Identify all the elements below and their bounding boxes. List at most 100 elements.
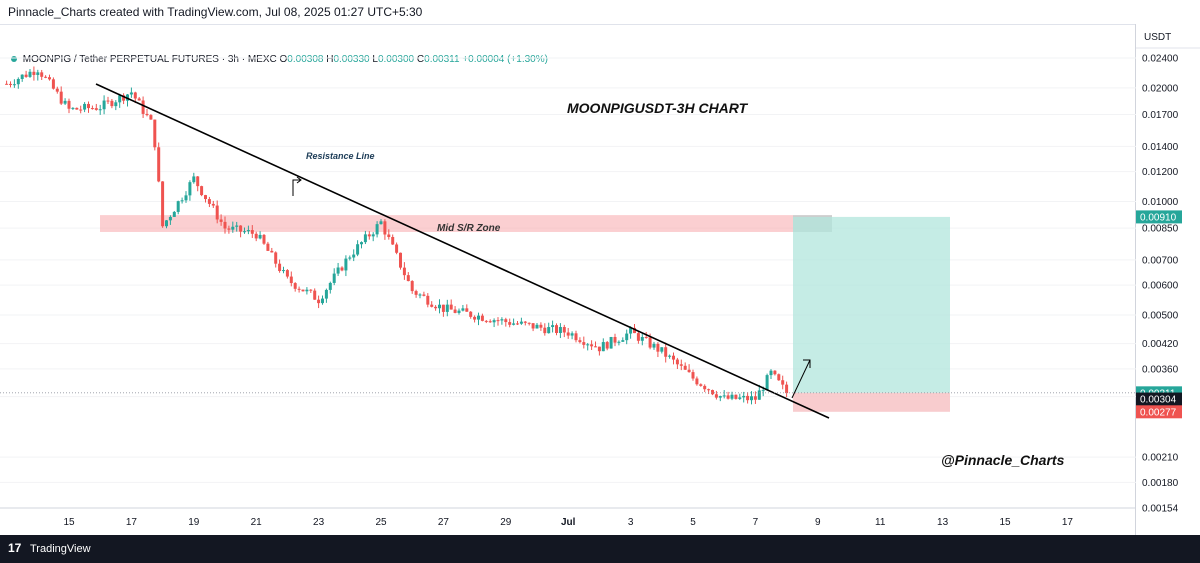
open-label: O <box>279 54 288 65</box>
candle-body <box>223 221 227 229</box>
candle-body <box>145 113 149 116</box>
y-tick-label: 0.00850 <box>1142 224 1179 235</box>
candle-body <box>165 220 168 227</box>
watermark-handle: @Pinnacle_Charts <box>941 452 1065 468</box>
candle-body <box>512 323 516 325</box>
candle-body <box>566 332 570 336</box>
candle-body <box>664 347 668 357</box>
x-tick-label: 17 <box>126 517 138 528</box>
candle-body <box>118 95 122 103</box>
candle-body <box>285 270 289 277</box>
candle-body <box>422 294 426 296</box>
candle-body <box>402 267 406 276</box>
x-tick-label: 3 <box>628 517 634 528</box>
candle-body <box>278 263 282 271</box>
candle-body <box>734 394 738 399</box>
candle-body <box>188 182 192 196</box>
candle-body <box>660 347 664 352</box>
candle-body <box>523 321 527 323</box>
candle-body <box>83 103 87 110</box>
candle-body <box>672 355 675 360</box>
candle-body <box>28 71 32 77</box>
candle-body <box>434 306 438 309</box>
candle-body <box>613 336 617 343</box>
resistance-line-label: Resistance Line <box>306 151 375 161</box>
candle-body <box>324 289 328 299</box>
target-price-tag: 0.00910 <box>1140 212 1177 223</box>
candle-body <box>750 396 753 401</box>
candle-body <box>44 76 48 78</box>
candle-body <box>55 88 59 92</box>
candle-body <box>379 221 383 225</box>
candle-body <box>769 370 773 376</box>
candle-body <box>465 308 469 312</box>
candle-body <box>192 176 196 183</box>
y-tick-label: 0.00500 <box>1142 311 1179 322</box>
candle-body <box>352 254 356 258</box>
x-tick-label: 25 <box>375 517 387 528</box>
candle-body <box>5 83 9 85</box>
open-value: 0.00308 <box>287 54 324 65</box>
candle-body <box>204 195 207 200</box>
x-tick-label: 9 <box>815 517 821 528</box>
candle-body <box>578 340 582 343</box>
candle-body <box>243 231 246 233</box>
candle-body <box>153 119 157 148</box>
candle-body <box>161 181 165 227</box>
plot-svg: Resistance Line Mid S/R Zone MOONPIGUSDT-3… <box>0 57 1136 528</box>
y-tick-label: 0.00600 <box>1142 281 1179 292</box>
candle-body <box>344 258 348 271</box>
candle-body <box>406 275 410 282</box>
header-title: Pinnacle_Charts created with TradingView… <box>8 5 423 19</box>
candle-body <box>683 365 687 370</box>
candle-body <box>79 109 83 111</box>
candle-body <box>348 257 352 259</box>
candle-body <box>633 327 636 334</box>
x-tick-label: 17 <box>1062 517 1074 528</box>
candle-body <box>20 74 24 79</box>
candle-body <box>625 333 629 341</box>
candle-body <box>254 233 258 239</box>
candle-body <box>718 396 722 398</box>
footer-brand: TradingView <box>30 543 91 555</box>
candle-body <box>67 100 71 109</box>
candle-body <box>129 92 133 95</box>
symbol-name: MOONPIG / Tether PERPETUAL FUTURES · 3h … <box>22 54 277 65</box>
candle-body <box>114 102 118 107</box>
candle-body <box>668 355 672 357</box>
candle-body <box>449 304 453 310</box>
candle-body <box>535 324 539 329</box>
candle-body <box>133 92 137 99</box>
candle-body <box>211 203 215 206</box>
candle-body <box>445 304 449 312</box>
candle-body <box>321 298 324 304</box>
x-tick-label: 21 <box>251 517 263 528</box>
y-tick-label: 0.00360 <box>1142 364 1179 375</box>
resistance-arrow-head-icon <box>296 176 302 184</box>
candle-body <box>742 395 746 398</box>
candle-body <box>527 322 531 324</box>
candle-body <box>340 267 344 271</box>
candle-body <box>582 342 586 345</box>
candle-body <box>24 74 28 77</box>
candle-body <box>219 219 223 222</box>
candle-body <box>441 304 445 312</box>
candle-body <box>141 100 145 114</box>
candle-body <box>461 308 465 311</box>
candle-body <box>656 343 660 352</box>
candle-body <box>473 316 477 320</box>
price-axis[interactable]: USDT 0.02400 0.02000 0.01700 0.01400 0.01200 0… <box>1136 24 1200 535</box>
chart-area[interactable]: MOONPIG / Tether PERPETUAL FUTURES · 3h … <box>0 24 1136 535</box>
candle-body <box>383 221 387 235</box>
candle-body <box>410 281 414 292</box>
y-tick-label: 0.01700 <box>1142 110 1179 121</box>
high-value: 0.00330 <box>333 54 370 65</box>
candle-body <box>309 289 313 291</box>
candle-body <box>196 176 200 187</box>
candle-body <box>274 252 278 264</box>
candle-body <box>168 216 172 221</box>
candle-body <box>781 380 785 385</box>
x-tick-label: 23 <box>313 517 325 528</box>
candle-body <box>644 337 648 339</box>
